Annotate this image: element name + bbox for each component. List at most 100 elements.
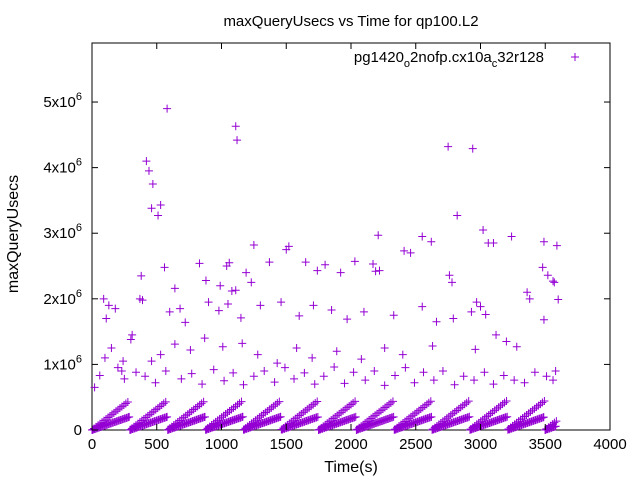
data-point	[499, 371, 508, 380]
data-point	[459, 372, 468, 381]
data-point	[137, 271, 146, 280]
data-point	[538, 263, 547, 272]
data-point	[432, 317, 441, 326]
data-point	[256, 301, 265, 310]
data-point	[209, 365, 218, 374]
data-point	[273, 359, 282, 368]
data-point	[218, 342, 227, 351]
data-point	[551, 366, 560, 375]
data-point	[444, 142, 453, 151]
data-point	[380, 344, 389, 353]
data-point	[389, 412, 398, 421]
data-point	[156, 350, 165, 359]
data-point	[265, 258, 274, 267]
data-point	[370, 366, 379, 375]
data-point	[349, 368, 358, 377]
data-point	[102, 314, 111, 323]
data-point	[426, 397, 435, 406]
data-point	[121, 399, 130, 408]
data-point	[165, 307, 174, 316]
data-point	[125, 412, 134, 421]
y-axis-label: maxQueryUsecs	[5, 175, 22, 293]
data-point	[204, 298, 213, 307]
data-point	[419, 368, 428, 377]
data-point	[282, 245, 291, 254]
data-point	[428, 342, 437, 351]
data-point	[161, 397, 170, 406]
data-point	[151, 378, 160, 387]
data-point	[313, 266, 322, 275]
data-point	[438, 366, 447, 375]
data-point	[554, 295, 563, 304]
data-point	[552, 241, 561, 250]
data-point	[310, 380, 319, 389]
chart-title: maxQueryUsecs vs Time for qp100.L2	[223, 13, 478, 30]
data-point	[214, 306, 223, 315]
data-point	[223, 300, 232, 309]
y-tick-mantissa: 3x10	[43, 225, 76, 242]
data-point	[551, 422, 560, 431]
data-point	[113, 363, 122, 372]
data-point	[170, 340, 179, 349]
data-point	[321, 260, 330, 269]
data-point	[216, 281, 225, 290]
data-point	[500, 398, 509, 407]
data-point	[300, 368, 309, 377]
data-point	[253, 350, 262, 359]
data-point	[538, 398, 547, 407]
data-point	[479, 225, 488, 234]
data-point	[453, 211, 462, 220]
data-point	[371, 267, 380, 276]
data-point	[249, 241, 258, 250]
data-point	[369, 260, 378, 269]
data-point	[195, 259, 204, 268]
data-point	[450, 380, 459, 389]
data-point	[410, 378, 419, 387]
data-point	[235, 399, 244, 408]
data-point	[540, 396, 549, 405]
data-point	[181, 318, 190, 327]
data-point	[472, 298, 481, 307]
data-point	[375, 266, 384, 275]
data-point	[418, 232, 427, 241]
y-tick-label: 0	[74, 422, 82, 439]
data-point	[530, 368, 539, 377]
data-point	[170, 284, 179, 293]
data-point	[471, 345, 480, 354]
data-point	[156, 201, 165, 210]
data-point	[330, 363, 339, 372]
data-point	[327, 305, 336, 314]
data-point	[120, 374, 129, 383]
data-point	[238, 412, 247, 421]
data-point	[427, 237, 436, 246]
y-tick-label: 3x106	[43, 222, 82, 242]
data-point	[502, 397, 511, 406]
data-point	[542, 372, 551, 381]
data-point	[550, 418, 559, 427]
legend-label-part: pg1420	[354, 49, 404, 66]
data-point	[476, 302, 485, 311]
data-point	[200, 334, 209, 343]
data-point	[343, 315, 352, 324]
data-point	[242, 268, 251, 277]
legend-marker	[571, 53, 579, 61]
data-point	[260, 366, 269, 375]
data-point	[445, 271, 454, 280]
data-point	[418, 302, 427, 311]
data-point	[311, 399, 320, 408]
data-point	[539, 237, 548, 246]
data-point	[332, 347, 341, 356]
y-tick-mantissa: 5x10	[43, 94, 76, 111]
data-point	[160, 263, 169, 272]
data-point	[154, 211, 163, 220]
dense-baseline-band	[88, 396, 561, 434]
data-point	[132, 368, 141, 377]
data-point	[99, 294, 108, 303]
data-point	[177, 374, 186, 383]
data-point	[357, 355, 366, 364]
data-point	[308, 353, 317, 362]
data-point	[233, 136, 242, 145]
data-point	[141, 372, 150, 381]
data-point	[280, 363, 289, 372]
data-point	[126, 335, 135, 344]
